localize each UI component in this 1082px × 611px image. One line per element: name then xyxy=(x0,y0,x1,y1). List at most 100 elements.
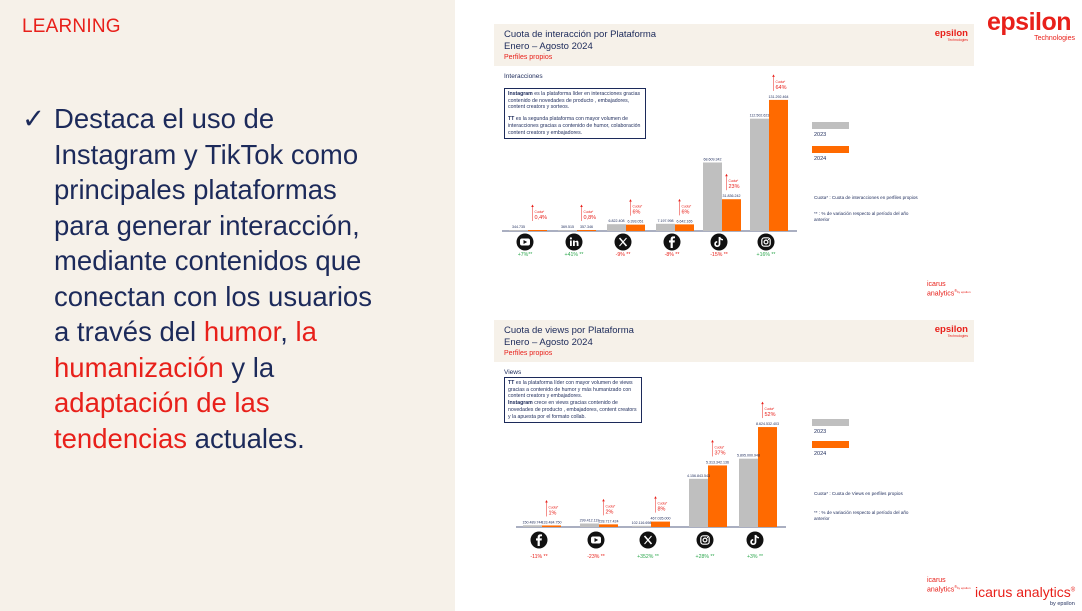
bar-2023-x xyxy=(607,224,626,231)
value-label-2024: 228.717.424 xyxy=(599,519,619,523)
share-prefix: Cuota* xyxy=(729,179,740,183)
bullet-line: tendencias actuales. xyxy=(54,421,442,457)
value-label-2023: 5.895.000.948 xyxy=(737,454,760,458)
bar-2024-tiktok xyxy=(722,199,741,231)
share-prefix: Cuota* xyxy=(606,504,617,508)
insight-text: es la segunda plataforma con mayor volum… xyxy=(508,116,641,136)
checkmark-icon: ✓ xyxy=(22,103,46,134)
variation-label: -11% ** xyxy=(530,554,547,560)
bar-2024-instagram xyxy=(708,465,727,527)
variation-label: +41% ** xyxy=(565,252,584,258)
legend-swatch-2024 xyxy=(812,441,849,448)
bullet-text-segment: y la xyxy=(223,351,275,383)
bullet-line: a través del humor, la xyxy=(54,314,442,350)
share-prefix: Cuota* xyxy=(682,204,693,208)
insight-paragraph: Instagram es la plataforma líder en inte… xyxy=(508,91,642,111)
bullet-line: humanización y la xyxy=(54,350,442,386)
bullet-line: adaptación de las xyxy=(54,385,442,421)
share-label: 6% xyxy=(682,209,690,215)
chart-title-line1: Cuota de views por Plataforma xyxy=(504,325,634,336)
insight-text: crece en views gracias contenido de nove… xyxy=(508,400,637,420)
bullet-line: Destaca el uso de xyxy=(54,101,442,137)
variation-label: +3% ** xyxy=(747,554,763,560)
chart-header: Cuota de views por Plataforma Enero – Ago… xyxy=(494,320,974,362)
metric-label: Views xyxy=(504,369,522,376)
youtube-icon xyxy=(587,531,605,549)
bar-2023-tiktok xyxy=(739,458,758,527)
bar-2023-x xyxy=(632,525,651,527)
left-panel: LEARNING ✓ Destaca el uso de Instagram y … xyxy=(0,0,455,611)
value-label-2023: 6.822.408 xyxy=(609,219,625,223)
share-prefix: Cuota* xyxy=(535,210,546,214)
insight-note: TT es la plataforma líder con mayor volu… xyxy=(504,377,642,424)
bullet-text-segment: mediante contenidos que xyxy=(54,245,362,276)
facebook-icon xyxy=(663,233,681,251)
variation-label: -23% ** xyxy=(587,554,605,560)
interactions-chart-card: Cuota de interacción por Plataforma Enero… xyxy=(494,24,974,314)
insight-platform: Instagram xyxy=(508,400,533,407)
card-epsilon-logo-sub: Technologies xyxy=(947,38,968,42)
share-label: 64% xyxy=(776,85,787,91)
icarus-source-mark: ® xyxy=(954,584,958,589)
bar-2024-youtube xyxy=(528,230,547,231)
share-label: 2% xyxy=(606,509,614,515)
value-label-2024: 31.836.242 xyxy=(723,194,741,198)
variation-label: +16% ** xyxy=(757,252,776,258)
bar-2023-youtube xyxy=(509,230,528,231)
bar-2024-facebook xyxy=(542,525,561,527)
icarus-footer-mark: ® xyxy=(1070,587,1076,594)
learning-bullet: ✓ Destaca el uso de Instagram y TikTok co… xyxy=(22,101,442,456)
value-label-2023: 150.489.744 xyxy=(523,520,543,524)
insight-paragraph: TT es la plataforma líder con mayor volu… xyxy=(508,380,638,400)
card-epsilon-logo-sub: Technologies xyxy=(947,334,968,338)
value-label-2024: 6.393.051 xyxy=(628,220,644,224)
share-label: 37% xyxy=(715,450,726,456)
share-label: 0,4% xyxy=(535,215,548,221)
legend-label-2024: 2024 xyxy=(814,156,827,162)
value-label-2023: 299.412.119 xyxy=(580,519,600,523)
instagram-icon xyxy=(696,531,714,549)
bullet-text-segment: Destaca el uso de xyxy=(54,103,275,134)
instagram-icon xyxy=(757,233,775,251)
insight-paragraph: Instagram crece en views gracias conteni… xyxy=(508,400,638,420)
share-prefix: Cuota* xyxy=(633,205,644,209)
insight-platform: TT xyxy=(508,116,515,123)
views-chart-card: Cuota de views por Plataforma Enero – Ago… xyxy=(494,320,974,610)
epsilon-logo: epsilon Technologies xyxy=(983,8,1075,42)
variation-label: +352% ** xyxy=(637,554,659,560)
footnote-share: Cuota* : Cuota de Views en perfiles prop… xyxy=(814,491,903,496)
value-label-2024: 6.642.165 xyxy=(677,219,693,223)
icarus-source-word: icarus analytics xyxy=(927,281,955,298)
tiktok-icon xyxy=(710,233,728,251)
bar-2024-instagram xyxy=(769,99,788,231)
card-epsilon-logo: epsilon xyxy=(934,28,968,39)
bullet-line: para generar interacción, xyxy=(54,208,442,244)
highlight-text: humor xyxy=(203,316,281,347)
value-label-2023: 4.156.843.543 xyxy=(687,474,710,478)
footnote-variation: ** : % de variación respecto al período … xyxy=(814,510,909,521)
bar-2024-x xyxy=(651,521,670,527)
value-label-2023: 68.609.342 xyxy=(704,158,722,162)
share-prefix: Cuota* xyxy=(776,80,787,84)
insight-platform: Instagram xyxy=(508,91,533,97)
youtube-icon xyxy=(516,233,534,251)
bullet-line: conectan con los usuarios xyxy=(54,279,442,315)
bullet-text-segment: para generar interacción, xyxy=(54,209,360,241)
icarus-source-word: icarus analytics xyxy=(927,577,955,594)
variation-label: +28% ** xyxy=(696,554,715,560)
bar-2024-youtube xyxy=(599,524,618,527)
chart-title-line1: Cuota de interacción por Plataforma xyxy=(504,29,657,40)
icarus-source: icarus analytics® xyxy=(927,577,974,593)
section-label: LEARNING xyxy=(22,16,121,37)
share-prefix: Cuota* xyxy=(765,407,776,411)
icarus-footer-word: icarus analytics xyxy=(975,584,1071,600)
value-label-2023: 369.515 xyxy=(561,225,574,229)
share-label: 1% xyxy=(549,510,557,516)
variation-label: -8% ** xyxy=(665,252,680,258)
legend-swatch-2024 xyxy=(812,146,849,153)
bar-2023-facebook xyxy=(523,525,542,527)
legend-label-2023: 2023 xyxy=(814,429,827,435)
bullet-text-segment: principales plataformas xyxy=(54,174,337,205)
insight-text: es la plataforma líder con mayor volumen… xyxy=(508,380,633,400)
